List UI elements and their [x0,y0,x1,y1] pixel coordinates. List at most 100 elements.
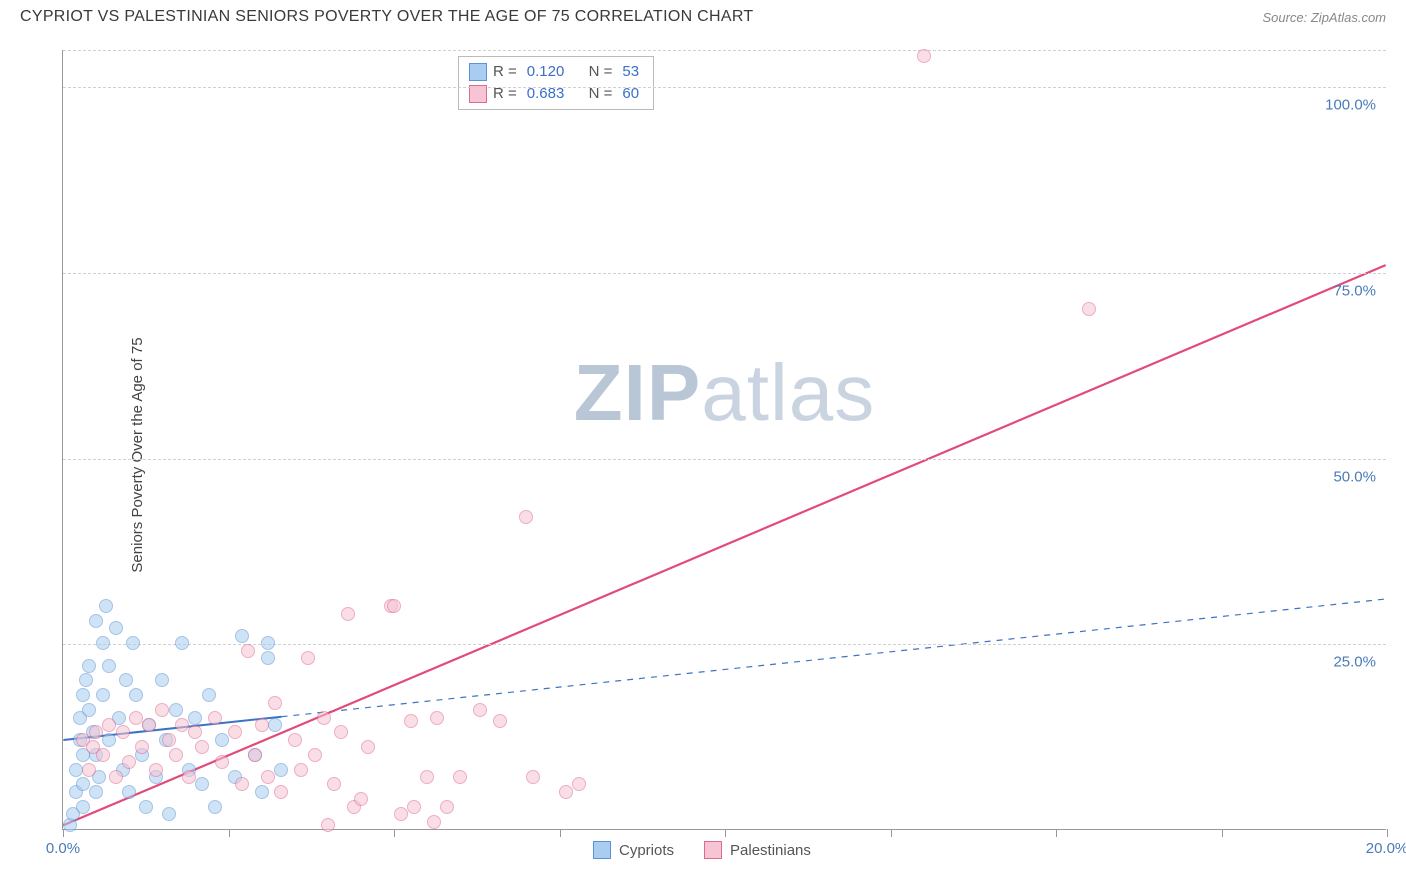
data-point [195,777,209,791]
data-point [89,785,103,799]
y-tick-label: 75.0% [1333,282,1376,299]
trend-lines [63,50,1386,829]
data-point [89,725,103,739]
data-point [261,651,275,665]
data-point [274,763,288,777]
data-point [288,733,302,747]
x-tick [725,829,726,837]
data-point [142,718,156,732]
data-point [109,770,123,784]
data-point [268,718,282,732]
y-tick-label: 25.0% [1333,654,1376,671]
data-point [473,703,487,717]
data-point [404,714,418,728]
x-tick [1387,829,1388,837]
gridline [63,87,1386,88]
data-point [102,733,116,747]
data-point [430,711,444,725]
legend-row: R =0.120 N =53 [469,61,643,83]
data-point [69,763,83,777]
data-point [99,599,113,613]
data-point [89,614,103,628]
legend-swatch [704,841,722,859]
chart-title: CYPRIOT VS PALESTINIAN SENIORS POVERTY O… [20,8,754,26]
data-point [440,800,454,814]
data-point [109,621,123,635]
legend-item: Cypriots [593,841,674,859]
data-point [341,607,355,621]
data-point [255,718,269,732]
data-point [519,510,533,524]
data-point [420,770,434,784]
x-tick [1056,829,1057,837]
data-point [202,688,216,702]
data-point [155,703,169,717]
data-point [1082,302,1096,316]
x-tick-label: 0.0% [46,840,80,857]
data-point [82,763,96,777]
data-point [129,688,143,702]
watermark: ZIPatlas [574,347,875,439]
x-tick [560,829,561,837]
data-point [208,800,222,814]
data-point [248,748,262,762]
data-point [427,815,441,829]
data-point [102,718,116,732]
data-point [559,785,573,799]
data-point [116,725,130,739]
legend-swatch [593,841,611,859]
x-tick [891,829,892,837]
legend-swatch [469,63,487,81]
data-point [301,651,315,665]
data-point [175,636,189,650]
data-point [387,599,401,613]
data-point [208,711,222,725]
data-point [82,703,96,717]
data-point [175,718,189,732]
data-point [169,703,183,717]
data-point [119,673,133,687]
data-point [188,711,202,725]
x-tick-label: 20.0% [1366,840,1406,857]
data-point [526,770,540,784]
data-point [294,763,308,777]
data-point [162,807,176,821]
data-point [149,763,163,777]
gridline [63,273,1386,274]
data-point [274,785,288,799]
data-point [268,696,282,710]
data-point [255,785,269,799]
data-point [139,800,153,814]
correlation-legend: R =0.120 N =53R =0.683 N =60 [458,56,654,110]
data-point [453,770,467,784]
data-point [169,748,183,762]
data-point [572,777,586,791]
data-point [407,800,421,814]
chart-container: Seniors Poverty Over the Age of 75 ZIPat… [50,50,1386,860]
data-point [327,777,341,791]
source-label: Source: ZipAtlas.com [1262,10,1386,25]
gridline [63,459,1386,460]
data-point [126,636,140,650]
data-point [86,740,100,754]
x-tick [229,829,230,837]
data-point [195,740,209,754]
legend-item: Palestinians [704,841,811,859]
data-point [162,733,176,747]
data-point [493,714,507,728]
data-point [79,673,93,687]
data-point [235,629,249,643]
data-point [917,49,931,63]
data-point [215,755,229,769]
gridline [63,50,1386,51]
data-point [261,770,275,784]
data-point [317,711,331,725]
data-point [135,740,149,754]
data-point [76,688,90,702]
data-point [155,673,169,687]
data-point [129,711,143,725]
series-legend: Cypriots Palestinians [593,841,811,859]
data-point [354,792,368,806]
data-point [82,659,96,673]
data-point [334,725,348,739]
